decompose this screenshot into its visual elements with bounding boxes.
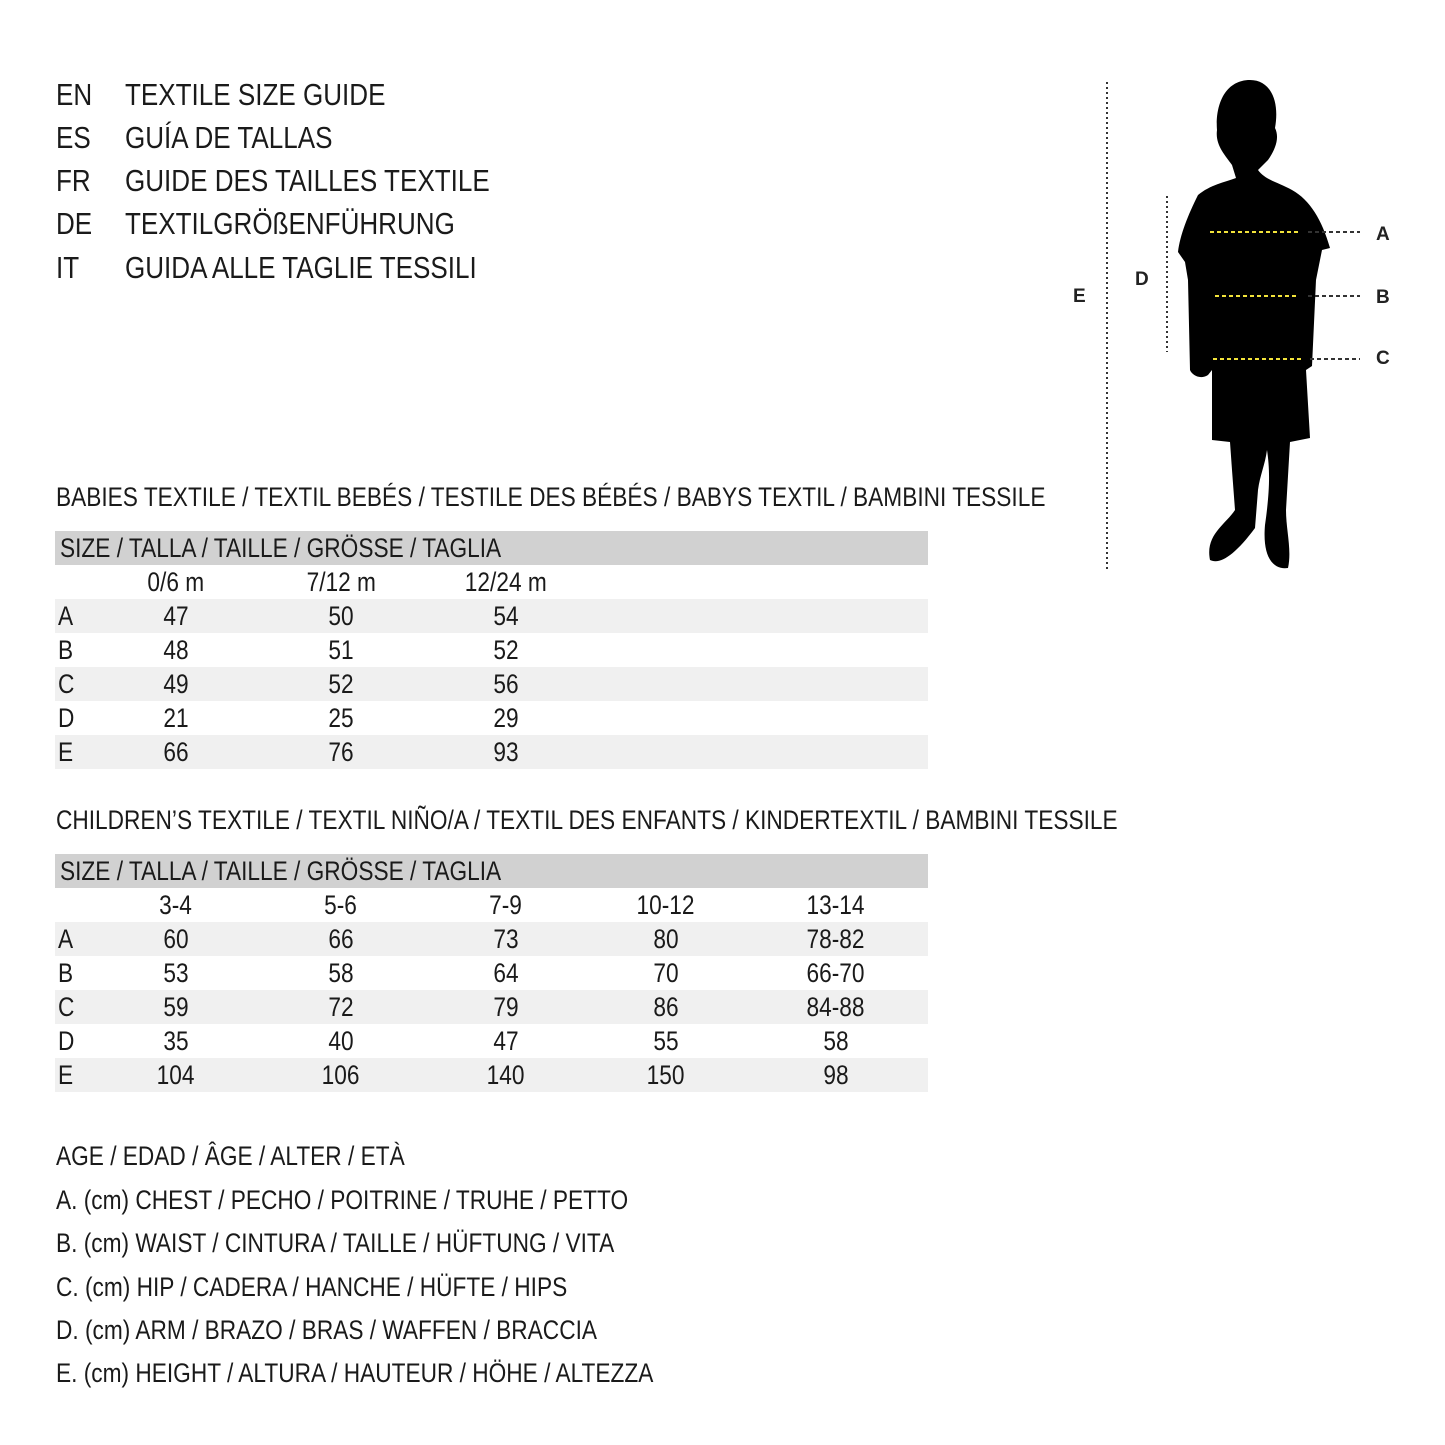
table-cell: 70 (653, 958, 679, 988)
child-silhouette-figure: A B C D E (1073, 80, 1390, 570)
legend-age: AGE / EDAD / ÂGE / ALTER / ETÀ (56, 1141, 405, 1171)
table-cell: 106 (322, 1060, 360, 1090)
table-cell: 64 (493, 958, 519, 988)
table-cell: 40 (328, 1026, 354, 1056)
row-label: B (58, 635, 74, 665)
table-cell: 150 (647, 1060, 685, 1090)
table-cell: 104 (157, 1060, 195, 1090)
table-cell: 73 (493, 924, 519, 954)
table-cell: 49 (163, 669, 189, 699)
table-cell: 48 (163, 635, 189, 665)
column-header: 7-9 (489, 890, 523, 920)
table-cell: 21 (163, 703, 189, 733)
table-row: D 21 25 29 (55, 701, 928, 735)
table-row: B 48 51 52 (55, 633, 928, 667)
table-cell: 79 (493, 992, 519, 1022)
label-a: A (1376, 224, 1390, 245)
table-cell: 78-82 (806, 924, 866, 954)
row-label: C (58, 669, 75, 699)
column-headers: 3-4 5-6 7-9 10-12 13-14 (55, 888, 928, 922)
table-row: E 66 76 93 (55, 735, 928, 769)
babies-section-title: BABIES TEXTILE / TEXTIL BEBÉS / TESTILE … (56, 482, 1046, 512)
table-cell: 52 (328, 669, 354, 699)
label-e: E (1073, 286, 1086, 307)
table-row: A 60 66 73 80 78-82 (55, 922, 928, 956)
column-header: 13-14 (806, 890, 866, 920)
table-cell: 47 (493, 1026, 519, 1056)
table-cell: 98 (823, 1060, 849, 1090)
legend-waist: B. (cm) WAIST / CINTURA / TAILLE / HÜFTU… (56, 1228, 615, 1258)
children-size-table: SIZE / TALLA / TAILLE / GRÖSSE / TAGLIA … (55, 854, 928, 1092)
column-header: 3-4 (159, 890, 193, 920)
table-cell: 25 (328, 703, 354, 733)
row-label: D (58, 703, 75, 733)
row-label: A (58, 601, 74, 631)
table-row: D 35 40 47 55 58 (55, 1024, 928, 1058)
row-label: C (58, 992, 75, 1022)
table-cell: 60 (163, 924, 189, 954)
row-label: E (58, 1060, 74, 1090)
table-row: C 59 72 79 86 84-88 (55, 990, 928, 1024)
table-header: SIZE / TALLA / TAILLE / GRÖSSE / TAGLIA (55, 531, 928, 565)
table-cell: 54 (493, 601, 519, 631)
table-cell: 51 (328, 635, 354, 665)
child-silhouette (1178, 80, 1330, 569)
legend-chest: A. (cm) CHEST / PECHO / POITRINE / TRUHE… (56, 1185, 629, 1215)
column-header: 5-6 (324, 890, 358, 920)
table-cell: 50 (328, 601, 354, 631)
babies-size-table: SIZE / TALLA / TAILLE / GRÖSSE / TAGLIA … (55, 531, 928, 769)
table-cell: 76 (328, 737, 354, 767)
table-cell: 52 (493, 635, 519, 665)
table-cell: 47 (163, 601, 189, 631)
table-header: SIZE / TALLA / TAILLE / GRÖSSE / TAGLIA (55, 854, 928, 888)
row-label: A (58, 924, 74, 954)
table-cell: 58 (823, 1026, 849, 1056)
table-cell: 56 (493, 669, 519, 699)
column-headers: 0/6 m 7/12 m 12/24 m (55, 565, 928, 599)
table-row: A 47 50 54 (55, 599, 928, 633)
legend-hip: C. (cm) HIP / CADERA / HANCHE / HÜFTE / … (56, 1272, 568, 1302)
table-cell: 72 (328, 992, 354, 1022)
row-label: E (58, 737, 74, 767)
table-cell: 53 (163, 958, 189, 988)
table-cell: 29 (493, 703, 519, 733)
table-row: E 104 106 140 150 98 (55, 1058, 928, 1092)
table-cell: 66 (163, 737, 189, 767)
table-row: B 53 58 64 70 66-70 (55, 956, 928, 990)
table-cell: 140 (487, 1060, 525, 1090)
table-cell: 58 (328, 958, 354, 988)
table-cell: 86 (653, 992, 679, 1022)
children-section-title: CHILDREN’S TEXTILE / TEXTIL NIÑO/A / TEX… (56, 805, 1118, 835)
table-cell: 59 (163, 992, 189, 1022)
table-cell: 93 (493, 737, 519, 767)
legend-height: E. (cm) HEIGHT / ALTURA / HAUTEUR / HÖHE… (56, 1358, 654, 1388)
column-header: 10-12 (636, 890, 696, 920)
table-cell: 66 (328, 924, 354, 954)
table-cell: 80 (653, 924, 679, 954)
row-label: D (58, 1026, 75, 1056)
legend-arm: D. (cm) ARM / BRAZO / BRAS / WAFFEN / BR… (56, 1315, 597, 1345)
table-cell: 35 (163, 1026, 189, 1056)
label-d: D (1135, 269, 1149, 290)
label-b: B (1376, 287, 1390, 308)
row-label: B (58, 958, 74, 988)
table-cell: 55 (653, 1026, 679, 1056)
column-header: 12/24 m (465, 567, 547, 597)
column-header: 0/6 m (147, 567, 205, 597)
table-row: C 49 52 56 (55, 667, 928, 701)
label-c: C (1376, 348, 1390, 369)
table-cell: 66-70 (806, 958, 866, 988)
table-cell: 84-88 (806, 992, 866, 1022)
column-header: 7/12 m (306, 567, 376, 597)
